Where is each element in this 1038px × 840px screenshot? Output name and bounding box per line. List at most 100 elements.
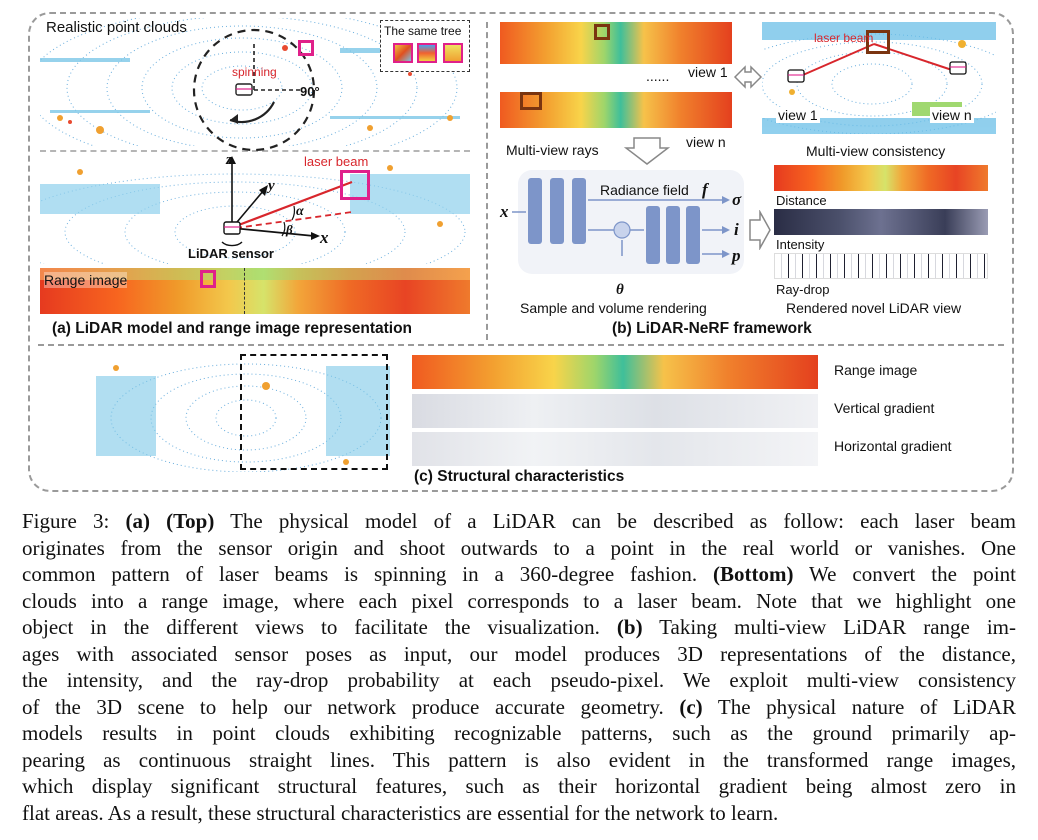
viewn-label: view n	[686, 134, 726, 150]
network-arrows	[512, 196, 730, 258]
range-image-c-label: Range image	[834, 362, 918, 378]
laser-beam-label-a: laser beam	[304, 154, 369, 169]
range-image-a-sky	[40, 268, 470, 280]
panel-c-caption: (c) Structural characteristics	[414, 468, 625, 485]
sample-label: Sample and volume rendering	[520, 300, 707, 316]
range-image-a	[40, 268, 470, 314]
horizontal-gradient-strip	[412, 432, 818, 466]
caption-line-7: the intensity, and the ray-drop probabil…	[22, 668, 1016, 692]
range-image-dash	[244, 268, 245, 314]
nn-layer-5	[666, 206, 680, 264]
tree-thumb-2	[417, 43, 437, 63]
multiview-consistency-label: Multi-view consistency	[806, 143, 946, 159]
structural-point-cloud-svg	[96, 363, 390, 472]
out-i-label: i	[734, 220, 739, 239]
axis-y-label: y	[268, 178, 275, 194]
highlight-box-range	[200, 270, 216, 288]
range-image-label-a: Range image	[44, 272, 128, 288]
caption-line-2: originates from the sensor origin and sh…	[22, 535, 1016, 560]
highlight-box-coord	[340, 170, 370, 200]
coordinate-point-cloud-svg	[40, 165, 470, 264]
vertical-gradient-label: Vertical gradient	[834, 400, 935, 416]
angle-90-label: 90°	[300, 84, 320, 99]
caption-bold-bottom: (Bottom)	[713, 562, 794, 586]
out-sigma-label: σ	[732, 190, 742, 209]
right-arrow-icon	[749, 210, 771, 250]
realistic-point-clouds-label: Realistic point clouds	[46, 19, 187, 36]
panel-a-inner-divider	[40, 150, 470, 152]
caption-line-12: flat areas. As a result, these structura…	[22, 800, 779, 825]
viewn-highlight	[520, 92, 542, 110]
radiance-field-label: Radiance field	[600, 182, 689, 198]
down-arrow-icon	[624, 137, 670, 165]
axis-x-label: x	[320, 228, 329, 247]
structural-point-cloud	[96, 356, 390, 472]
range-image-c	[412, 355, 818, 389]
caption-bold-a: (a) (Top)	[125, 509, 215, 533]
rendered-label: Rendered novel LiDAR view	[786, 300, 962, 316]
multiview-rays-label: Multi-view rays	[506, 142, 599, 158]
caption-line-10: pearing as continuous straight lines. Th…	[22, 747, 1016, 772]
nn-layer-3	[572, 178, 586, 244]
distance-output	[774, 165, 988, 191]
caption-bold-b: (b)	[616, 615, 643, 639]
input-x-label: x	[500, 202, 509, 221]
raydrop-label: Ray-drop	[776, 282, 830, 297]
horizontal-divider	[38, 344, 1004, 346]
vertical-gradient-strip	[412, 394, 818, 428]
out-p-label: p	[732, 246, 741, 265]
caption-line-11: which display significant structural fea…	[22, 774, 1016, 798]
caption-text-8a: of the 3D scene to help our network prod…	[22, 694, 680, 719]
caption-line-9: models results in point clouds exhibitin…	[22, 721, 1016, 745]
viewn-range-image	[500, 92, 732, 128]
view1-range-image	[500, 22, 732, 64]
view1-label: view 1	[688, 64, 728, 80]
panel-b-caption: (b) LiDAR-NeRF framework	[612, 320, 812, 337]
highlight-box-top	[298, 40, 314, 56]
panel-a-caption: (a) LiDAR model and range image represen…	[52, 320, 413, 337]
vertical-divider	[486, 22, 488, 340]
beta-label: β	[286, 222, 293, 237]
axis-z-label: z	[226, 152, 232, 168]
mv-viewn-label: view n	[930, 107, 974, 123]
caption-line-5: object in the different views to facilit…	[22, 614, 1016, 641]
nn-layer-4	[646, 206, 660, 264]
caption-text-5a: object in the different views to facilit…	[22, 615, 617, 639]
structural-highlight-box	[240, 354, 388, 470]
nn-layer-2	[550, 178, 564, 244]
same-tree-inset: The same tree	[380, 20, 470, 72]
double-arrow-icon	[733, 65, 763, 89]
coordinate-point-cloud	[40, 154, 470, 264]
lidar-sensor-label: LiDAR sensor	[188, 246, 274, 261]
distance-label: Distance	[776, 193, 827, 208]
view1-highlight	[594, 24, 610, 40]
horizontal-gradient-label: Horizontal gradient	[834, 438, 952, 454]
caption-text-5b: Taking multi-view LiDAR range im-	[642, 615, 1016, 639]
spinning-diagram	[192, 28, 316, 152]
tree-thumb-1	[393, 43, 413, 63]
caption-line-3: common pattern of laser beams is spinnin…	[22, 561, 1016, 588]
intensity-output	[774, 209, 988, 235]
caption-text-8b: The physical nature of LiDAR	[702, 694, 1016, 719]
nn-layer-1	[528, 178, 542, 244]
figure-frame	[28, 12, 1014, 492]
caption-text-1: The physical model of a LiDAR can be des…	[214, 509, 1016, 533]
alpha-label: α	[296, 204, 304, 219]
caption-bold-c: (c)	[679, 694, 703, 719]
theta-label: θ	[616, 282, 624, 298]
nn-layer-6	[686, 206, 700, 264]
caption-fig-label: Figure 3:	[22, 509, 126, 533]
caption-line-8: of the 3D scene to help our network prod…	[22, 694, 1016, 721]
coordinate-axes	[221, 156, 353, 247]
tree-thumb-3	[443, 43, 463, 63]
caption-text-3b: We convert the point	[793, 562, 1016, 586]
spinning-label: spinning	[232, 65, 277, 79]
intensity-label: Intensity	[776, 237, 825, 252]
figure-caption: Figure 3: (a) (Top) The physical model o…	[22, 508, 1016, 826]
mv-view1-label: view 1	[776, 107, 820, 123]
caption-line-1: Figure 3: (a) (Top) The physical model o…	[22, 508, 1016, 535]
caption-text-3a: common pattern of laser beams is spinnin…	[22, 562, 714, 586]
dots-label: ......	[646, 68, 670, 84]
radiance-field-symbol: f	[702, 180, 708, 199]
caption-line-6: ages with associated sensor poses as inp…	[22, 641, 1016, 666]
